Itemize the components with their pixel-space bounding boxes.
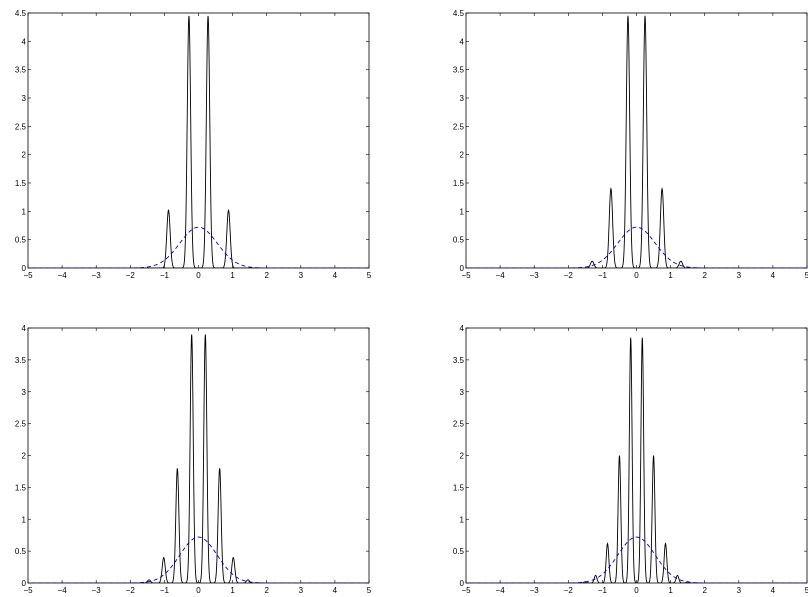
axes-box <box>27 12 370 269</box>
x-tick-label: −2 <box>564 271 574 280</box>
y-tick-label: 1 <box>460 515 465 524</box>
x-tick-label: −2 <box>126 586 136 595</box>
x-tick-label: 3 <box>737 271 742 280</box>
y-tick-label: 0 <box>22 264 27 273</box>
chart-panel-bottom-left: −5 −4 −3 −2 −1 0 1 2 3 4 5 0 0.5 1 1.5 2 2.5 3 3.5 4 <box>15 324 372 595</box>
x-tick-label: −5 <box>461 271 471 280</box>
x-tick-label: 5 <box>805 271 808 280</box>
x-tick-label: 5 <box>367 586 372 595</box>
y-tick-label: 1 <box>22 207 27 216</box>
x-tick-label: 1 <box>230 271 235 280</box>
x-tick-label: 0 <box>634 586 639 595</box>
y-tick-label: 3 <box>22 94 27 103</box>
x-tick-label: 4 <box>771 586 776 595</box>
x-tick-label: −2 <box>126 271 136 280</box>
x-tick-label: 0 <box>634 271 639 280</box>
x-tick-label: 2 <box>702 586 707 595</box>
x-tick-label: −4 <box>496 586 506 595</box>
x-tick-label: 0 <box>196 586 201 595</box>
x-tick-label: −5 <box>23 586 33 595</box>
y-tick-label: 3 <box>22 388 27 397</box>
x-tick-label: 1 <box>668 271 673 280</box>
x-tick-label: 2 <box>264 586 269 595</box>
x-tick-label: 3 <box>299 271 304 280</box>
y-tick-label: 3 <box>460 94 465 103</box>
envelope-line <box>466 536 807 583</box>
x-tick-label: −4 <box>58 586 68 595</box>
axes-box <box>27 327 370 584</box>
y-tick-label: 4 <box>460 324 465 333</box>
x-tick-label: 4 <box>333 271 338 280</box>
x-tick-label: 3 <box>299 586 304 595</box>
y-tick-label: 2 <box>22 452 27 461</box>
y-tick-label: 0 <box>460 579 465 588</box>
x-tick-label: 1 <box>230 586 235 595</box>
y-tick-label: 4 <box>460 37 465 46</box>
x-tick-label: 5 <box>805 586 808 595</box>
axes-box <box>465 12 808 269</box>
x-tick-label: 1 <box>668 586 673 595</box>
y-tick-label: 3.5 <box>15 356 27 365</box>
y-tick-label: 0.5 <box>15 236 27 245</box>
x-tick-label: 4 <box>771 271 776 280</box>
x-tick-label: −1 <box>160 586 170 595</box>
y-tick-label: 3.5 <box>453 356 465 365</box>
x-tick-label: −3 <box>92 271 102 280</box>
x-tick-label: −2 <box>564 586 574 595</box>
x-tick-label: 2 <box>702 271 707 280</box>
y-tick-label: 1.5 <box>453 483 465 492</box>
x-tick-label: −3 <box>530 271 540 280</box>
x-tick-label: −3 <box>92 586 102 595</box>
y-tick-label: 4.5 <box>453 9 465 18</box>
x-tick-label: −3 <box>530 586 540 595</box>
axes-box <box>465 327 808 584</box>
x-tick-label: 4 <box>333 586 338 595</box>
y-tick-label: 1 <box>460 207 465 216</box>
x-tick-label: −4 <box>58 271 68 280</box>
envelope-line <box>28 226 369 268</box>
y-tick-label: 4 <box>22 324 27 333</box>
y-tick-label: 2 <box>22 151 27 160</box>
y-tick-label: 0 <box>22 579 27 588</box>
y-tick-label: 3.5 <box>453 66 465 75</box>
x-tick-label: −1 <box>598 271 608 280</box>
y-tick-label: 2.5 <box>15 122 27 131</box>
envelope-line <box>28 536 369 583</box>
y-tick-label: 2 <box>460 452 465 461</box>
y-tick-label: 1 <box>22 515 27 524</box>
y-tick-label: 2.5 <box>453 420 465 429</box>
y-tick-label: 4 <box>22 37 27 46</box>
y-tick-label: 4.5 <box>15 9 27 18</box>
y-tick-label: 1.5 <box>453 179 465 188</box>
y-tick-label: 3.5 <box>15 66 27 75</box>
y-tick-label: 2 <box>460 151 465 160</box>
peaks-line <box>28 334 369 583</box>
y-tick-label: 0 <box>460 264 465 273</box>
peaks-line <box>28 15 369 268</box>
y-tick-label: 2.5 <box>15 420 27 429</box>
y-tick-label: 3 <box>460 388 465 397</box>
y-tick-label: 2.5 <box>453 122 465 131</box>
x-tick-label: 2 <box>264 271 269 280</box>
x-tick-label: −5 <box>461 586 471 595</box>
y-tick-label: 0.5 <box>453 236 465 245</box>
chart-panel-top-left: −5 −4 −3 −2 −1 0 1 2 3 4 5 0 0.5 1 1.5 2 2.5 3 3.5 4 4.5 <box>15 9 372 280</box>
y-tick-label: 0.5 <box>453 547 465 556</box>
x-tick-label: −1 <box>598 586 608 595</box>
x-tick-label: −1 <box>160 271 170 280</box>
x-tick-label: −5 <box>23 271 33 280</box>
y-tick-label: 1.5 <box>15 179 27 188</box>
chart-panel-top-right: −5 −4 −3 −2 −1 0 1 2 3 4 5 0 0.5 1 1.5 2 2.5 3 3.5 4 4.5 <box>453 9 808 280</box>
chart-panel-bottom-right: −5 −4 −3 −2 −1 0 1 2 3 4 5 0 0.5 1 1.5 2 2.5 3 3.5 4 <box>453 324 808 595</box>
y-tick-label: 0.5 <box>15 547 27 556</box>
x-tick-label: 0 <box>196 271 201 280</box>
x-tick-label: −4 <box>496 271 506 280</box>
x-tick-label: 3 <box>737 586 742 595</box>
envelope-line <box>466 226 807 268</box>
y-tick-label: 1.5 <box>15 483 27 492</box>
peaks-line <box>466 15 807 268</box>
x-tick-label: 5 <box>367 271 372 280</box>
peaks-line <box>466 337 807 583</box>
